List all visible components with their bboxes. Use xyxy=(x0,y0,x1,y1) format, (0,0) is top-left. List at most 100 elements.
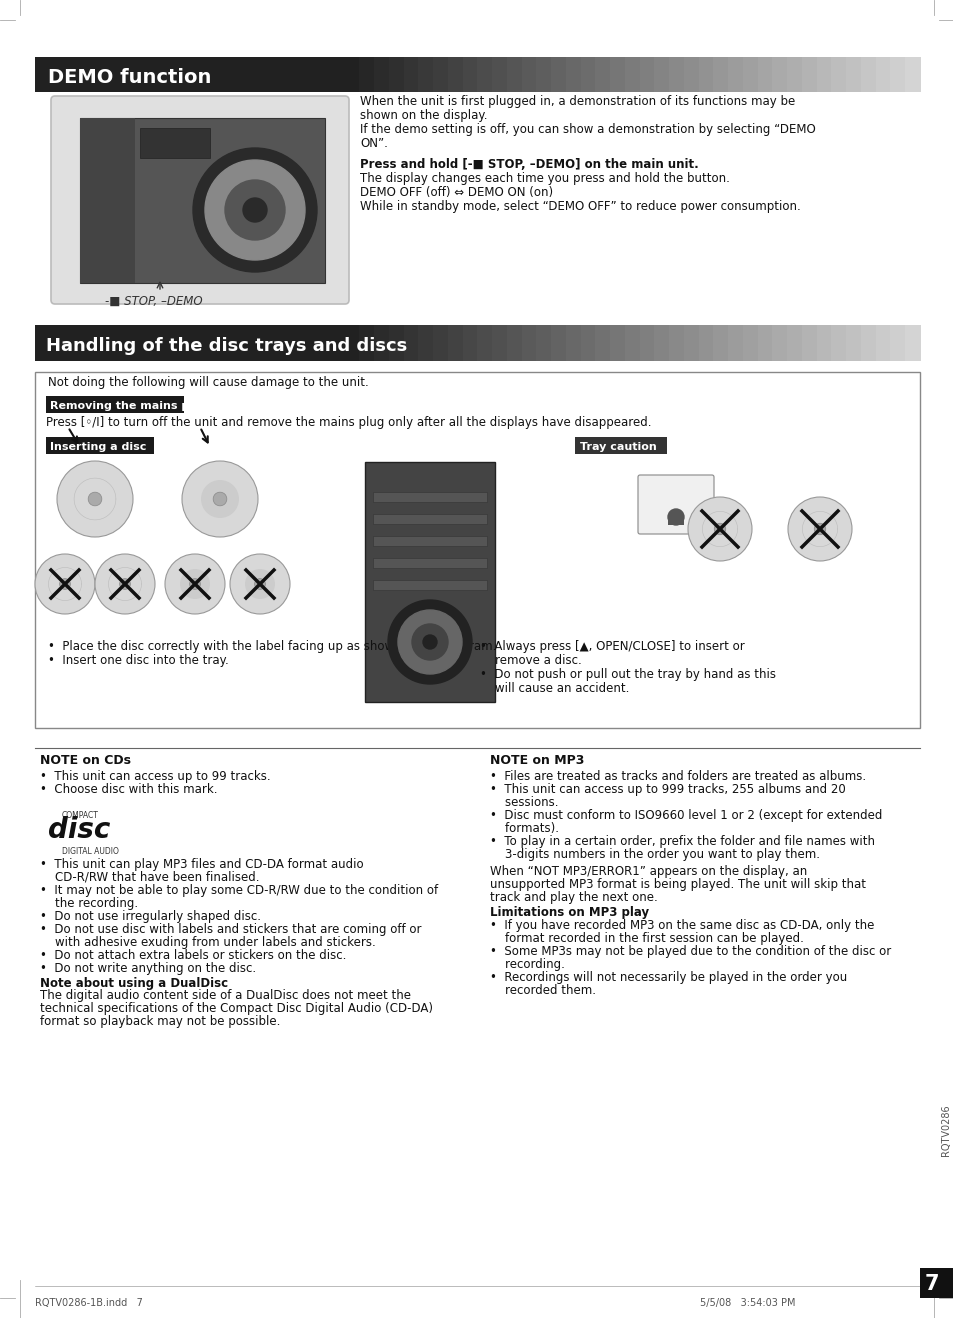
Bar xyxy=(462,326,478,361)
Circle shape xyxy=(687,497,751,561)
Bar xyxy=(889,57,905,92)
Bar xyxy=(65,326,80,361)
Text: COMPACT: COMPACT xyxy=(62,811,99,820)
Circle shape xyxy=(814,523,825,535)
Bar xyxy=(168,57,183,92)
Text: recorded them.: recorded them. xyxy=(490,985,596,996)
Bar xyxy=(727,57,743,92)
Text: The display changes each time you press and hold the button.: The display changes each time you press … xyxy=(359,173,729,185)
FancyBboxPatch shape xyxy=(638,474,713,534)
Bar xyxy=(403,326,419,361)
Bar xyxy=(94,326,110,361)
Text: 3-digits numbers in the order you want to play them.: 3-digits numbers in the order you want t… xyxy=(490,847,820,861)
Bar xyxy=(374,57,390,92)
Bar xyxy=(50,57,66,92)
Text: •  Do not write anything on the disc.: • Do not write anything on the disc. xyxy=(40,962,255,975)
Bar xyxy=(373,536,486,546)
Bar xyxy=(197,326,213,361)
Bar xyxy=(374,326,390,361)
Bar xyxy=(624,326,640,361)
Bar xyxy=(365,463,495,702)
Bar xyxy=(580,326,596,361)
Bar xyxy=(241,57,257,92)
Text: Press [◦/I] to turn off the unit and remove the mains plug only after all the di: Press [◦/I] to turn off the unit and rem… xyxy=(46,416,651,428)
Text: technical specifications of the Compact Disc Digital Audio (CD-DA): technical specifications of the Compact … xyxy=(40,1002,433,1015)
Bar xyxy=(786,326,802,361)
Bar xyxy=(801,326,817,361)
Bar xyxy=(448,57,463,92)
Text: format recorded in the first session can be played.: format recorded in the first session can… xyxy=(490,932,803,945)
Text: •  Files are treated as tracks and folders are treated as albums.: • Files are treated as tracks and folder… xyxy=(490,770,865,783)
Text: 5/5/08   3:54:03 PM: 5/5/08 3:54:03 PM xyxy=(700,1298,795,1307)
Bar xyxy=(182,326,198,361)
Bar xyxy=(595,326,611,361)
Bar xyxy=(698,326,714,361)
Bar xyxy=(875,326,890,361)
Text: •  Disc must conform to ISO9660 level 1 or 2 (except for extended: • Disc must conform to ISO9660 level 1 o… xyxy=(490,809,882,822)
Text: -■ STOP, –DEMO: -■ STOP, –DEMO xyxy=(105,295,202,308)
Text: •  To play in a certain order, prefix the folder and file names with: • To play in a certain order, prefix the… xyxy=(490,836,874,847)
Text: Press and hold [-■ STOP, –DEMO] on the main unit.: Press and hold [-■ STOP, –DEMO] on the m… xyxy=(359,158,698,171)
Bar xyxy=(683,57,699,92)
Bar xyxy=(344,57,360,92)
Bar xyxy=(477,57,493,92)
Bar xyxy=(506,326,522,361)
Bar xyxy=(521,57,537,92)
Bar xyxy=(46,395,184,413)
Bar xyxy=(757,57,773,92)
Text: DIGITAL AUDIO: DIGITAL AUDIO xyxy=(62,847,119,855)
Circle shape xyxy=(205,159,305,260)
Bar xyxy=(314,326,331,361)
Bar xyxy=(816,326,832,361)
Bar xyxy=(300,57,315,92)
Text: •  This unit can access up to 999 tracks, 255 albums and 20: • This unit can access up to 999 tracks,… xyxy=(490,783,845,796)
Bar xyxy=(861,326,876,361)
Text: Limitations on MP3 play: Limitations on MP3 play xyxy=(490,905,648,919)
Bar xyxy=(271,57,287,92)
Bar xyxy=(138,326,153,361)
Bar xyxy=(845,57,862,92)
Text: If the demo setting is off, you can show a demonstration by selecting “DEMO: If the demo setting is off, you can show… xyxy=(359,123,815,136)
Bar xyxy=(904,57,920,92)
Text: •  Some MP3s may not be played due to the condition of the disc or: • Some MP3s may not be played due to the… xyxy=(490,945,890,958)
Bar xyxy=(256,57,272,92)
Text: NOTE on CDs: NOTE on CDs xyxy=(40,754,131,767)
Bar xyxy=(639,326,655,361)
Bar xyxy=(330,326,345,361)
Circle shape xyxy=(95,554,154,614)
Bar xyxy=(845,326,862,361)
Bar xyxy=(300,326,315,361)
Bar xyxy=(152,326,169,361)
Bar xyxy=(575,438,666,453)
Text: Not doing the following will cause damage to the unit.: Not doing the following will cause damag… xyxy=(48,376,369,389)
Bar xyxy=(713,57,728,92)
Circle shape xyxy=(388,600,472,684)
Bar xyxy=(330,57,345,92)
Bar xyxy=(654,57,670,92)
Bar xyxy=(373,492,486,502)
Bar xyxy=(140,128,210,158)
Text: While in standby mode, select “DEMO OFF” to reduce power consumption.: While in standby mode, select “DEMO OFF”… xyxy=(359,200,800,214)
Bar xyxy=(80,119,325,283)
Bar xyxy=(757,326,773,361)
Bar xyxy=(373,514,486,525)
Bar xyxy=(875,57,890,92)
Bar xyxy=(624,57,640,92)
Bar xyxy=(433,57,449,92)
Text: •  It may not be able to play some CD-R/RW due to the condition of: • It may not be able to play some CD-R/R… xyxy=(40,884,437,898)
Bar xyxy=(418,57,434,92)
Bar xyxy=(227,57,242,92)
Text: •  This unit can access up to 99 tracks.: • This unit can access up to 99 tracks. xyxy=(40,770,271,783)
Text: NOTE on MP3: NOTE on MP3 xyxy=(490,754,584,767)
Circle shape xyxy=(230,554,290,614)
Circle shape xyxy=(412,623,448,660)
Text: unsupported MP3 format is being played. The unit will skip that: unsupported MP3 format is being played. … xyxy=(490,878,865,891)
Bar xyxy=(580,57,596,92)
Bar xyxy=(314,57,331,92)
Circle shape xyxy=(787,497,851,561)
Circle shape xyxy=(201,480,239,518)
Text: the recording.: the recording. xyxy=(40,898,138,909)
Bar xyxy=(35,372,919,728)
Text: will cause an accident.: will cause an accident. xyxy=(479,681,629,695)
Bar xyxy=(904,326,920,361)
